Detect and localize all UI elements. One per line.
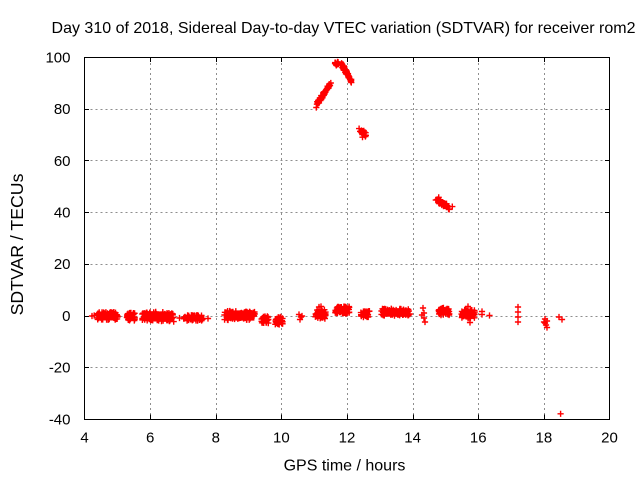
- svg-text:10: 10: [273, 430, 290, 447]
- svg-text:14: 14: [404, 430, 421, 447]
- svg-text:16: 16: [470, 430, 487, 447]
- svg-text:60: 60: [54, 153, 71, 170]
- svg-text:40: 40: [54, 205, 71, 222]
- svg-text:12: 12: [339, 430, 356, 447]
- svg-text:20: 20: [54, 256, 71, 273]
- svg-text:8: 8: [212, 430, 220, 447]
- svg-text:0: 0: [62, 308, 70, 325]
- svg-text:18: 18: [536, 430, 553, 447]
- svg-text:-40: -40: [49, 411, 71, 428]
- svg-text:GPS time / hours: GPS time / hours: [284, 458, 406, 475]
- svg-text:4: 4: [80, 430, 88, 447]
- svg-text:6: 6: [146, 430, 154, 447]
- svg-text:SDTVAR / TECUs: SDTVAR / TECUs: [7, 173, 27, 315]
- svg-text:80: 80: [54, 101, 71, 118]
- svg-text:Day 310 of 2018, Sidereal Day-: Day 310 of 2018, Sidereal Day-to-day VTE…: [52, 20, 636, 37]
- svg-text:-20: -20: [49, 360, 71, 377]
- svg-text:100: 100: [45, 49, 70, 66]
- svg-text:20: 20: [601, 430, 618, 447]
